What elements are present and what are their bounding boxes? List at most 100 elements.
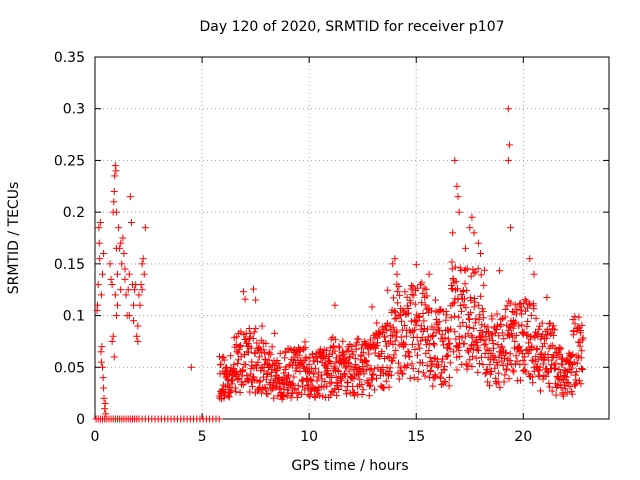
data-point-1140 bbox=[500, 378, 508, 386]
x-tick-label-4: 20 bbox=[514, 429, 532, 445]
data-point-879 bbox=[427, 307, 435, 315]
data-point-756 bbox=[393, 328, 401, 336]
data-point-1367 bbox=[563, 389, 571, 397]
data-point-175 bbox=[231, 384, 239, 392]
data-point-1102 bbox=[489, 344, 497, 352]
data-point-646 bbox=[362, 358, 370, 366]
data-point-1147 bbox=[502, 349, 510, 357]
data-point-515 bbox=[326, 380, 334, 388]
data-point-302 bbox=[267, 350, 275, 358]
data-point-1203 bbox=[518, 310, 526, 318]
data-point-1146 bbox=[502, 305, 510, 313]
data-point-1428 bbox=[451, 156, 459, 164]
data-point-1349 bbox=[558, 360, 566, 368]
data-point-1026 bbox=[468, 333, 476, 341]
data-point-1257 bbox=[533, 346, 541, 354]
data-point-114 bbox=[134, 337, 142, 345]
data-point-1018 bbox=[466, 345, 474, 353]
plot-frame bbox=[94, 56, 610, 420]
data-point-1301 bbox=[545, 379, 553, 387]
data-point-1419 bbox=[578, 347, 586, 355]
data-point-1230 bbox=[525, 301, 533, 309]
data-point-1184 bbox=[512, 331, 520, 339]
data-point-431 bbox=[303, 374, 311, 382]
data-point-948 bbox=[447, 325, 455, 333]
data-point-1441 bbox=[530, 270, 538, 278]
data-point-1173 bbox=[509, 324, 517, 332]
data-point-1181 bbox=[511, 360, 519, 368]
data-point-220 bbox=[244, 375, 252, 383]
data-point-1016 bbox=[466, 315, 474, 323]
data-point-821 bbox=[411, 300, 419, 308]
data-point-70 bbox=[110, 198, 118, 206]
data-point-723 bbox=[384, 353, 392, 361]
data-point-1020 bbox=[467, 309, 475, 317]
data-point-1052 bbox=[476, 360, 484, 368]
data-point-559 bbox=[338, 349, 346, 357]
data-point-1204 bbox=[518, 321, 526, 329]
data-point-1322 bbox=[551, 326, 559, 334]
y-tick-label-4: 0.2 bbox=[63, 205, 85, 221]
data-point-252 bbox=[253, 339, 261, 347]
data-point-1418 bbox=[577, 364, 585, 372]
data-point-849 bbox=[419, 309, 427, 317]
data-point-1247 bbox=[530, 305, 538, 313]
data-point-72 bbox=[111, 172, 119, 180]
data-point-679 bbox=[372, 343, 380, 351]
data-point-520 bbox=[327, 378, 335, 386]
data-point-717 bbox=[382, 377, 390, 385]
data-point-630 bbox=[358, 391, 366, 399]
data-point-51 bbox=[96, 255, 104, 263]
data-point-782 bbox=[400, 362, 408, 370]
data-point-248 bbox=[252, 324, 260, 332]
data-point-852 bbox=[420, 317, 428, 325]
data-point-1064 bbox=[479, 361, 487, 369]
data-point-629 bbox=[358, 381, 366, 389]
data-point-887 bbox=[430, 339, 438, 347]
data-point-808 bbox=[408, 282, 416, 290]
data-point-1010 bbox=[464, 361, 472, 369]
data-point-1360 bbox=[561, 385, 569, 393]
data-point-296 bbox=[265, 356, 273, 364]
data-point-239 bbox=[249, 334, 257, 342]
data-point-182 bbox=[233, 375, 241, 383]
data-point-1125 bbox=[496, 383, 504, 391]
data-point-658 bbox=[366, 366, 374, 374]
data-point-438 bbox=[305, 381, 313, 389]
data-point-867 bbox=[424, 305, 432, 313]
data-point-845 bbox=[418, 279, 426, 287]
data-point-579 bbox=[344, 379, 352, 387]
data-point-1065 bbox=[479, 308, 487, 316]
data-point-1021 bbox=[467, 297, 475, 305]
data-point-1099 bbox=[489, 337, 497, 345]
data-point-603 bbox=[351, 392, 359, 400]
data-point-426 bbox=[301, 344, 309, 352]
data-point-1277 bbox=[538, 319, 546, 327]
data-point-1036 bbox=[471, 338, 479, 346]
data-point-675 bbox=[371, 386, 379, 394]
data-point-280 bbox=[261, 349, 269, 357]
data-point-1097 bbox=[488, 315, 496, 323]
data-point-291 bbox=[264, 370, 272, 378]
data-point-1321 bbox=[550, 365, 558, 373]
data-point-1240 bbox=[528, 342, 536, 350]
data-point-764 bbox=[395, 375, 403, 383]
data-point-657 bbox=[366, 382, 374, 390]
data-point-1120 bbox=[494, 369, 502, 377]
data-point-816 bbox=[410, 291, 418, 299]
data-point-534 bbox=[331, 336, 339, 344]
data-point-656 bbox=[365, 392, 373, 400]
data-point-1113 bbox=[493, 326, 501, 334]
data-point-965 bbox=[451, 263, 459, 271]
data-point-102 bbox=[136, 301, 144, 309]
data-point-1024 bbox=[468, 332, 476, 340]
data-point-267 bbox=[257, 364, 265, 372]
data-point-96 bbox=[130, 301, 138, 309]
data-point-1297 bbox=[544, 326, 552, 334]
data-point-1182 bbox=[512, 318, 520, 326]
data-point-1238 bbox=[527, 311, 535, 319]
data-point-912 bbox=[437, 374, 445, 382]
data-point-1081 bbox=[484, 378, 492, 386]
data-point-942 bbox=[445, 340, 453, 348]
data-point-728 bbox=[385, 367, 393, 375]
